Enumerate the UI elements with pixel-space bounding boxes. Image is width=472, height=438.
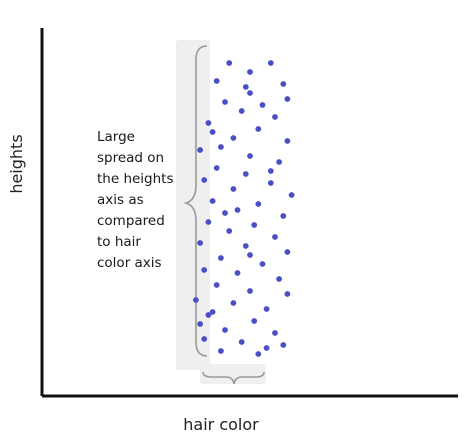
vertical-brace xyxy=(183,45,208,357)
data-point xyxy=(284,249,291,255)
data-point xyxy=(209,309,216,315)
data-point xyxy=(288,192,295,198)
data-point xyxy=(251,318,258,324)
data-point xyxy=(218,255,224,261)
points-layer xyxy=(193,60,295,357)
data-point xyxy=(247,288,253,294)
data-point xyxy=(209,198,216,204)
height-spread-highlight xyxy=(176,40,210,370)
data-point xyxy=(276,159,282,165)
data-point xyxy=(247,69,253,75)
data-point xyxy=(201,267,208,273)
data-point xyxy=(242,243,249,249)
data-point xyxy=(213,282,220,288)
data-point xyxy=(230,135,237,141)
data-point xyxy=(230,300,237,306)
data-point xyxy=(259,261,266,267)
data-point xyxy=(222,210,228,216)
annotation-text: Large spread on the heights axis as comp… xyxy=(97,129,178,271)
data-point xyxy=(255,201,262,207)
data-point xyxy=(218,144,224,150)
data-point xyxy=(263,306,270,312)
data-point xyxy=(242,171,249,177)
data-point xyxy=(226,60,233,66)
hair-color-spread-highlight xyxy=(200,364,266,384)
data-point xyxy=(230,186,237,192)
data-point xyxy=(197,147,204,153)
data-point xyxy=(222,99,228,105)
data-point xyxy=(267,180,274,186)
data-point xyxy=(201,336,208,342)
data-point xyxy=(267,60,274,66)
annotation-line: axis as xyxy=(97,192,144,208)
data-point xyxy=(242,84,249,90)
annotation-line: compared xyxy=(97,213,165,229)
data-point xyxy=(284,96,291,102)
data-point xyxy=(259,102,266,108)
data-point xyxy=(238,108,245,114)
data-point xyxy=(213,78,220,84)
data-point xyxy=(267,168,274,174)
data-point xyxy=(209,129,216,135)
data-point xyxy=(234,270,241,276)
data-point xyxy=(272,114,278,120)
data-point xyxy=(247,252,253,258)
annotation-line: Large xyxy=(97,129,135,145)
data-point xyxy=(284,291,291,297)
data-point xyxy=(280,342,287,348)
data-point xyxy=(205,120,212,126)
data-point xyxy=(272,330,278,336)
data-point xyxy=(205,312,212,318)
data-point xyxy=(284,138,291,144)
data-point xyxy=(193,297,199,303)
data-point xyxy=(251,222,258,228)
annotation-line: to hair xyxy=(97,234,141,250)
data-point xyxy=(280,213,287,219)
data-point xyxy=(247,153,253,159)
data-point xyxy=(226,228,233,234)
data-point xyxy=(205,219,212,225)
data-point xyxy=(197,240,204,246)
data-point xyxy=(238,339,245,345)
data-point xyxy=(255,126,262,132)
data-point xyxy=(263,345,270,351)
annotation-line: spread on xyxy=(97,150,164,166)
data-point xyxy=(280,81,287,87)
x-axis-label: hair color xyxy=(183,415,259,434)
data-point xyxy=(218,348,224,354)
data-point xyxy=(197,321,204,327)
data-point xyxy=(201,177,208,183)
data-point xyxy=(276,276,282,282)
data-point xyxy=(272,234,278,240)
y-axis-label: heights xyxy=(7,134,26,193)
data-point xyxy=(234,207,241,213)
data-point xyxy=(213,165,220,171)
data-point xyxy=(255,351,262,357)
annotation-line: color axis xyxy=(97,255,162,271)
horizontal-brace xyxy=(202,371,265,385)
annotation-line: the heights xyxy=(97,171,174,187)
data-point xyxy=(222,327,228,333)
data-point xyxy=(247,90,253,96)
